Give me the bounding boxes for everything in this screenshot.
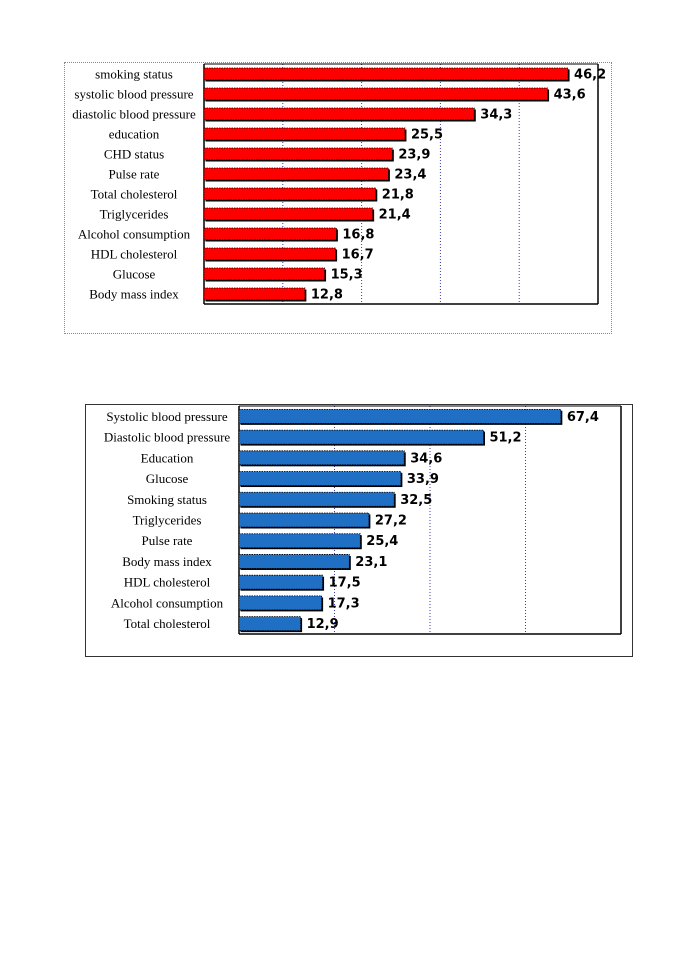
category-label: education [109,127,160,142]
value-label: 27,2 [375,514,407,529]
chart-1-frame [64,62,612,334]
category-label: systolic blood pressure [74,87,193,102]
category-label: Glucose [113,267,156,282]
bar [203,207,374,221]
value-label: 67,4 [567,410,599,425]
value-label: 16,7 [342,248,374,263]
value-label: 16,8 [342,228,374,243]
category-label: Alcohol consumption [111,595,224,610]
category-label: Triglycerides [133,513,202,528]
bar [238,574,323,590]
bar [238,595,323,611]
value-label: 17,3 [328,596,360,611]
bar [238,616,301,632]
category-label: CHD status [104,147,164,162]
category-label: Pulse rate [142,533,193,548]
category-label: Education [141,450,194,465]
category-label: diastolic blood pressure [72,107,196,122]
bar [238,554,350,569]
category-label: Total cholesterol [124,616,211,631]
bar [203,87,548,101]
category-label: Glucose [146,471,189,486]
category-label: HDL cholesterol [91,247,178,262]
bar [238,533,361,549]
category-label: Total cholesterol [91,187,178,202]
value-label: 33,9 [407,472,439,487]
bar [203,147,393,161]
category-label: Triglycerides [100,207,169,222]
value-label: 17,5 [329,576,361,591]
bar [203,187,377,201]
bar [238,450,405,466]
bar [203,67,569,81]
value-label: 43,6 [554,88,586,103]
bar [203,267,325,281]
value-label: 15,3 [331,268,363,283]
category-label: Systolic blood pressure [106,409,228,424]
value-label: 23,9 [398,148,430,163]
category-label: HDL cholesterol [124,575,211,590]
value-label: 12,9 [307,617,339,632]
bar [238,429,484,445]
value-label: 51,2 [489,431,521,446]
category-label: Diastolic blood pressure [104,430,231,445]
category-label: Body mass index [122,554,212,569]
bar [203,127,406,141]
category-label: Smoking status [127,492,207,507]
bar [203,167,389,181]
bar [203,227,337,241]
bar [203,247,336,261]
category-label: Pulse rate [109,167,160,182]
bar [238,512,370,528]
value-label: 21,4 [379,208,411,223]
bar [238,491,395,507]
bar [203,107,475,121]
value-label: 46,2 [574,68,606,83]
value-label: 12,8 [311,288,343,303]
value-label: 34,3 [480,108,512,123]
value-label: 23,4 [394,168,426,183]
value-label: 32,5 [400,493,432,508]
bar [203,287,306,301]
category-label: Alcohol consumption [78,227,191,242]
value-label: 34,6 [410,451,442,466]
value-label: 21,8 [382,188,414,203]
value-label: 25,5 [411,128,443,143]
bar [238,408,562,424]
bar [238,471,402,486]
category-label: Body mass index [89,287,179,302]
value-label: 25,4 [366,534,398,549]
category-label: smoking status [95,67,173,82]
chart-2-frame [85,404,633,657]
value-label: 23,1 [355,555,387,570]
